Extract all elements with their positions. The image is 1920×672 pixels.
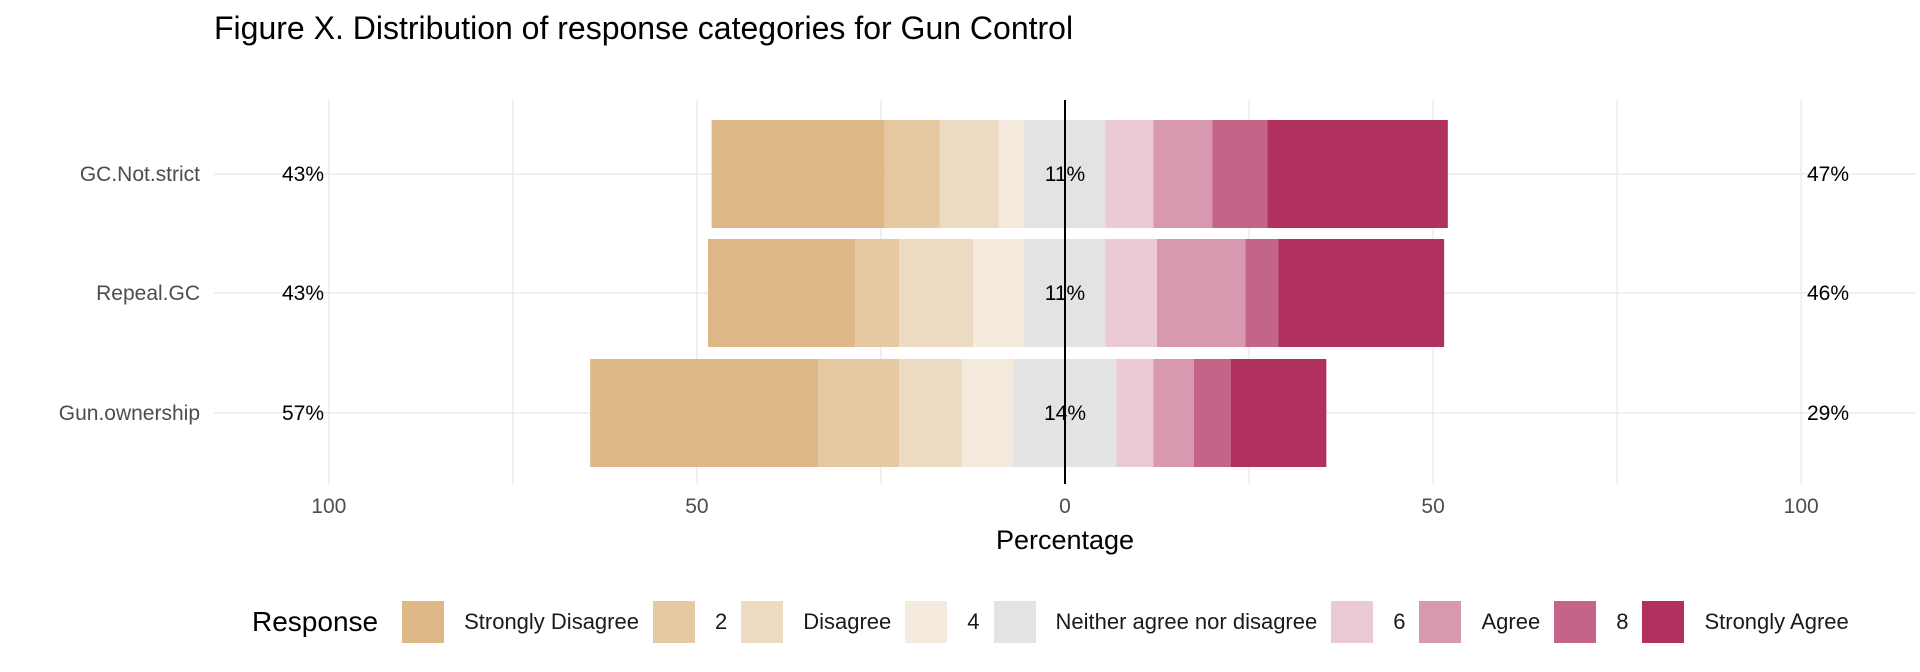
legend: Response Strongly Disagree 2 Disagree 4 Neit… <box>252 600 1863 644</box>
bar-segment <box>1267 120 1448 228</box>
left-percent-label: 57% <box>282 402 324 425</box>
bar-segment <box>711 120 885 228</box>
bar-segment <box>1245 239 1279 347</box>
bar-segment <box>1278 239 1445 347</box>
legend-label: 4 <box>967 609 980 634</box>
bar-segment <box>939 120 999 228</box>
center-percent-label: 11% <box>1045 282 1085 305</box>
legend-item: 2 <box>652 601 728 643</box>
bar-segment <box>707 239 856 347</box>
bar-segment <box>1105 239 1158 347</box>
x-tick-label: 50 <box>1421 495 1444 518</box>
bar-segment <box>961 359 1014 467</box>
center-percent-label: 11% <box>1045 163 1085 186</box>
legend-item: Disagree <box>741 601 891 643</box>
bar-segment <box>899 359 962 467</box>
legend-label: 8 <box>1616 609 1629 634</box>
legend-swatch <box>402 601 445 643</box>
bar-segment <box>1153 359 1194 467</box>
legend-item: 8 <box>1554 601 1628 643</box>
legend-label: 6 <box>1393 609 1406 634</box>
y-tick-label: GC.Not.strict <box>80 163 200 186</box>
x-tick-label: 50 <box>685 495 708 518</box>
bar-segment <box>855 239 900 347</box>
legend-label: Strongly Disagree <box>464 609 639 634</box>
legend-label: Strongly Agree <box>1704 609 1849 634</box>
legend-label: Neither agree nor disagree <box>1055 609 1318 634</box>
right-percent-label: 29% <box>1807 402 1849 425</box>
legend-item: 6 <box>1331 601 1405 643</box>
x-tick-label: 100 <box>1784 495 1819 518</box>
bar-segment <box>1153 120 1213 228</box>
legend-swatch <box>1554 601 1597 643</box>
bar-segment <box>590 359 819 467</box>
bar-segment <box>1105 120 1154 228</box>
bar-segment <box>1212 120 1268 228</box>
legend-item: Agree <box>1419 601 1540 643</box>
legend-title: Response <box>252 606 379 637</box>
x-axis-title: Percentage <box>996 525 1134 555</box>
diverging-bar-chart: GC.Not.strict Repeal.GC Gun.ownership 43% 11… <box>59 100 1915 555</box>
y-tick-label: Gun.ownership <box>59 402 200 425</box>
bar-segment <box>884 120 940 228</box>
x-tick-label: 100 <box>311 495 346 518</box>
legend-swatch <box>652 601 695 643</box>
bar-segment <box>972 239 1025 347</box>
legend-item: Strongly Agree <box>1642 601 1849 643</box>
legend-swatch <box>1419 601 1462 643</box>
bar-segment <box>998 120 1025 228</box>
center-percent-label: 14% <box>1044 402 1086 425</box>
legend-item: 4 <box>905 601 980 643</box>
bar-segment <box>1193 359 1231 467</box>
legend-swatch <box>741 601 784 643</box>
bar-segment <box>899 239 973 347</box>
legend-swatch <box>993 601 1036 643</box>
legend-item: Strongly Disagree <box>402 601 639 643</box>
legend-item: Neither agree nor disagree <box>993 601 1318 643</box>
left-percent-label: 43% <box>282 282 324 305</box>
chart-title: Figure X. Distribution of response categ… <box>214 10 1074 46</box>
legend-label: Agree <box>1481 609 1541 634</box>
legend-label: Disagree <box>803 609 892 634</box>
bar-segment <box>1116 359 1154 467</box>
bar-segment <box>818 359 900 467</box>
bar-segment <box>1230 359 1327 467</box>
bar-segment <box>1157 239 1246 347</box>
legend-swatch <box>905 601 948 643</box>
right-percent-label: 46% <box>1807 282 1849 305</box>
x-tick-label: 0 <box>1059 495 1071 518</box>
legend-label: 2 <box>714 609 728 634</box>
left-percent-label: 43% <box>282 163 324 186</box>
legend-swatch <box>1331 601 1374 643</box>
y-tick-label: Repeal.GC <box>96 282 200 305</box>
right-percent-label: 47% <box>1807 163 1849 186</box>
legend-swatch <box>1642 601 1685 643</box>
